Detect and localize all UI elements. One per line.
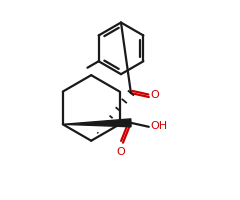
Text: OH: OH: [150, 121, 168, 131]
Polygon shape: [63, 119, 131, 127]
Text: O: O: [116, 147, 125, 157]
Text: O: O: [151, 90, 160, 100]
